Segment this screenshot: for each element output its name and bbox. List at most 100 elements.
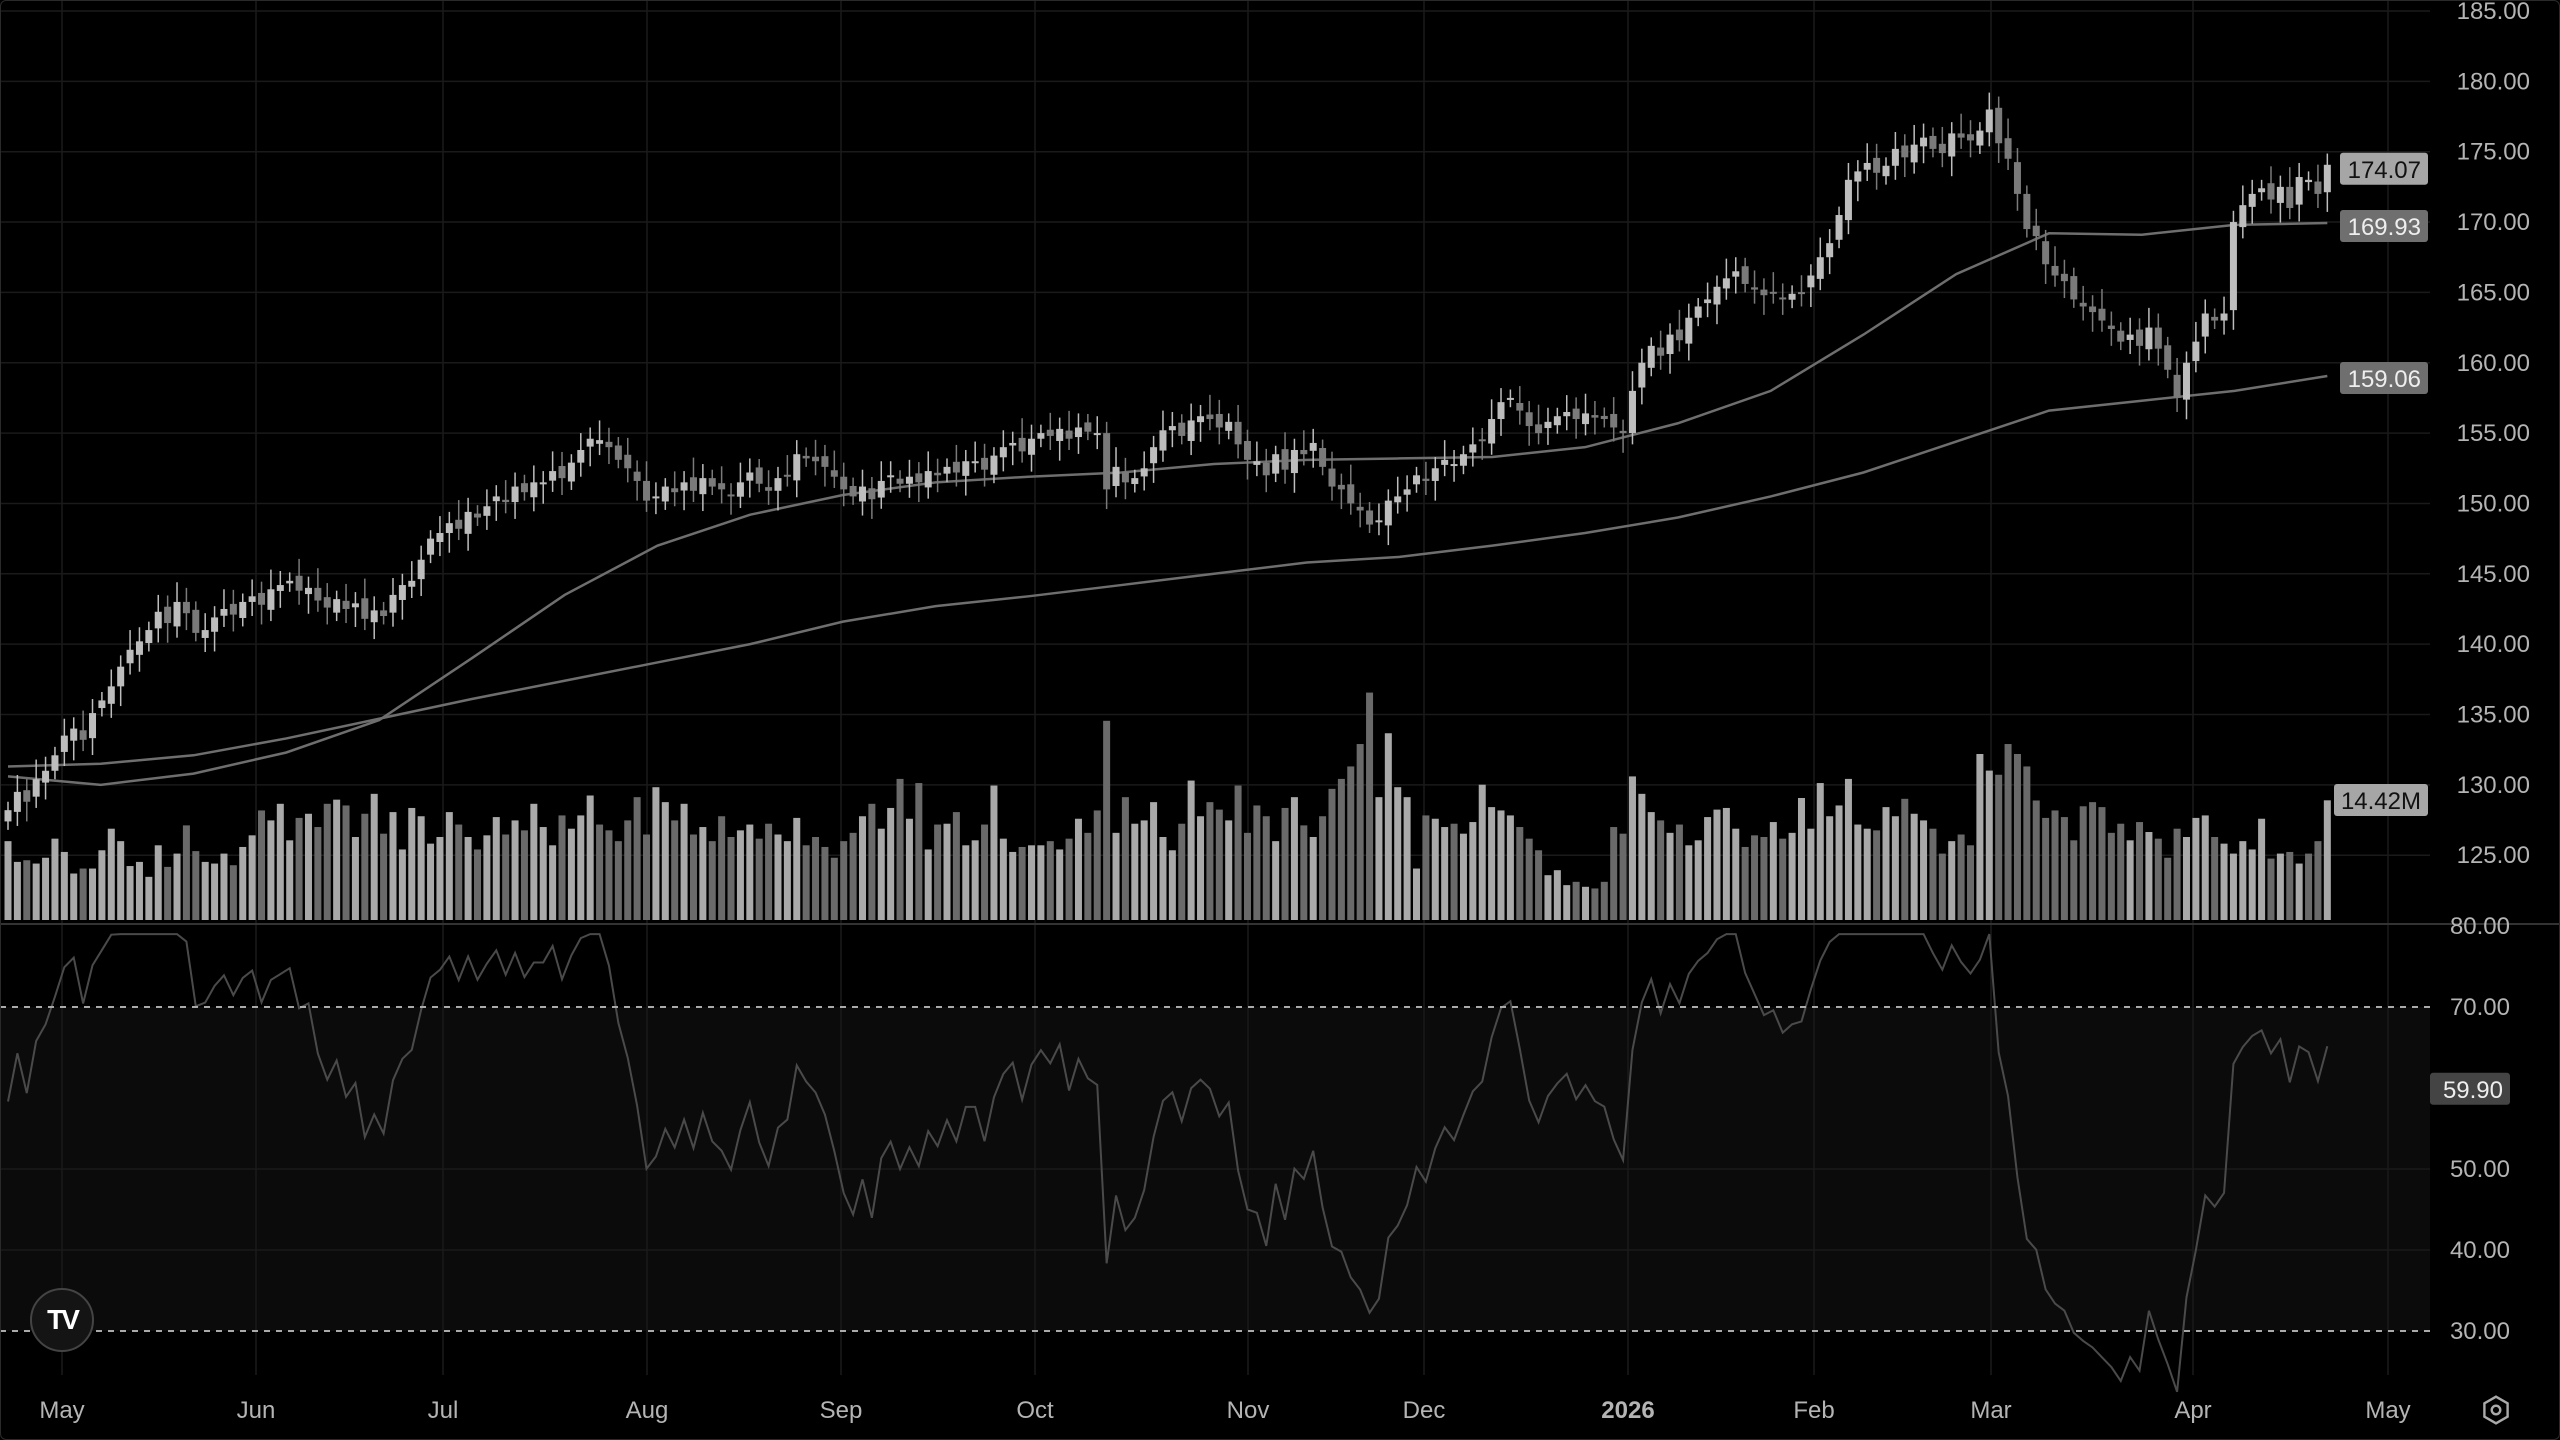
- volume-bar: [1356, 744, 1364, 920]
- volume-bar: [2314, 841, 2322, 920]
- volume-bar: [1403, 797, 1411, 920]
- candle-body: [2013, 162, 2021, 194]
- candle-body: [952, 461, 960, 473]
- candle-body: [858, 486, 866, 502]
- volume-bar: [962, 845, 970, 920]
- volume-bar: [1187, 780, 1195, 920]
- candle-body: [1140, 468, 1148, 477]
- volume-bar: [793, 817, 801, 920]
- volume-bar: [1657, 820, 1665, 920]
- candle-body: [13, 791, 21, 812]
- candle-body: [1206, 414, 1214, 420]
- candle-body: [2070, 276, 2078, 300]
- volume-bar: [380, 833, 388, 920]
- volume-bar: [2098, 807, 2106, 920]
- volume-bar: [943, 823, 951, 920]
- volume-bar: [999, 838, 1007, 920]
- price-tick-label: 130.00: [2457, 772, 2530, 799]
- volume-bar: [802, 845, 810, 920]
- candle-body: [98, 700, 106, 709]
- time-tick-label: Dec: [1403, 1397, 1446, 1424]
- candle-body: [1215, 413, 1223, 428]
- candle-body: [502, 499, 510, 503]
- candle-body: [1976, 130, 1984, 146]
- volume-bar: [201, 861, 209, 920]
- rsi-line: [7, 933, 2329, 1393]
- volume-bar: [2182, 837, 2190, 920]
- volume-bar: [1319, 816, 1327, 920]
- candle-body: [1093, 433, 1101, 436]
- volume-bar: [1628, 776, 1636, 920]
- volume-bar: [812, 837, 820, 920]
- time-tick-label: Sep: [820, 1397, 863, 1424]
- candle-body: [258, 592, 266, 605]
- volume-bar: [2229, 853, 2237, 920]
- volume-bar: [2220, 843, 2228, 920]
- candle-body: [342, 600, 350, 609]
- volume-bar: [192, 851, 200, 920]
- volume-bar: [736, 830, 744, 920]
- candle-body: [990, 455, 998, 475]
- volume-bar: [1854, 824, 1862, 920]
- volume-bar: [1488, 807, 1496, 920]
- candle-body: [2032, 225, 2040, 237]
- candle-body: [107, 686, 115, 704]
- volume-bar: [661, 802, 669, 920]
- volume-bar: [689, 834, 697, 920]
- candle-body: [1610, 413, 1618, 428]
- candle-body: [1121, 471, 1129, 483]
- price-tick-label: 140.00: [2457, 631, 2530, 658]
- volume-bar: [567, 828, 575, 920]
- volume-bar: [1290, 797, 1298, 920]
- badge-label: 159.06: [2348, 366, 2421, 393]
- volume-bar: [107, 828, 115, 920]
- candle-body: [1732, 271, 1740, 277]
- volume-bar: [1009, 851, 1017, 920]
- candle-body: [1553, 416, 1561, 426]
- candle-body: [2258, 188, 2266, 193]
- volume-bar: [1544, 875, 1552, 920]
- volume-bar: [2013, 754, 2021, 920]
- candle-body: [408, 580, 416, 587]
- candle-body: [1394, 496, 1402, 503]
- candle-body: [333, 599, 341, 613]
- candle-body: [774, 478, 782, 491]
- candle-body: [736, 482, 744, 497]
- volume-bar: [182, 825, 190, 920]
- candle-body: [445, 523, 453, 533]
- candle-body: [971, 461, 979, 464]
- settings-gear-icon[interactable]: [2480, 1394, 2512, 1426]
- candle-body: [1835, 215, 1843, 240]
- volume-bar: [633, 797, 641, 920]
- volume-bar: [445, 812, 453, 920]
- volume-bar: [1103, 720, 1111, 920]
- candle-body: [1985, 109, 1993, 133]
- candle-body: [2267, 183, 2275, 200]
- tradingview-logo[interactable]: TV: [30, 1288, 94, 1352]
- volume-bar: [652, 787, 660, 920]
- volume-bar: [1535, 850, 1543, 920]
- volume-bar: [1272, 841, 1280, 920]
- candle-body: [2126, 334, 2134, 340]
- volume-bar: [2042, 817, 2050, 920]
- candle-body: [652, 496, 660, 499]
- volume-bar: [267, 820, 275, 920]
- volume-bar: [1328, 788, 1336, 920]
- volume-bar: [436, 837, 444, 920]
- volume-bar: [1506, 815, 1514, 920]
- candle-body: [1403, 489, 1411, 495]
- candle-body: [1704, 299, 1712, 304]
- volume-bar: [1206, 802, 1214, 920]
- volume-bar: [1704, 817, 1712, 920]
- candle-body: [1356, 506, 1364, 511]
- candle-body: [1929, 135, 1937, 149]
- candle-body: [1967, 134, 1975, 141]
- candle-body: [2117, 330, 2125, 342]
- time-tick-label: Jun: [237, 1397, 276, 1424]
- volume-bar: [1253, 805, 1261, 920]
- candle-body: [1243, 440, 1251, 460]
- volume-bar: [840, 841, 848, 920]
- volume-bar: [1666, 832, 1674, 920]
- candle-body: [1262, 462, 1270, 476]
